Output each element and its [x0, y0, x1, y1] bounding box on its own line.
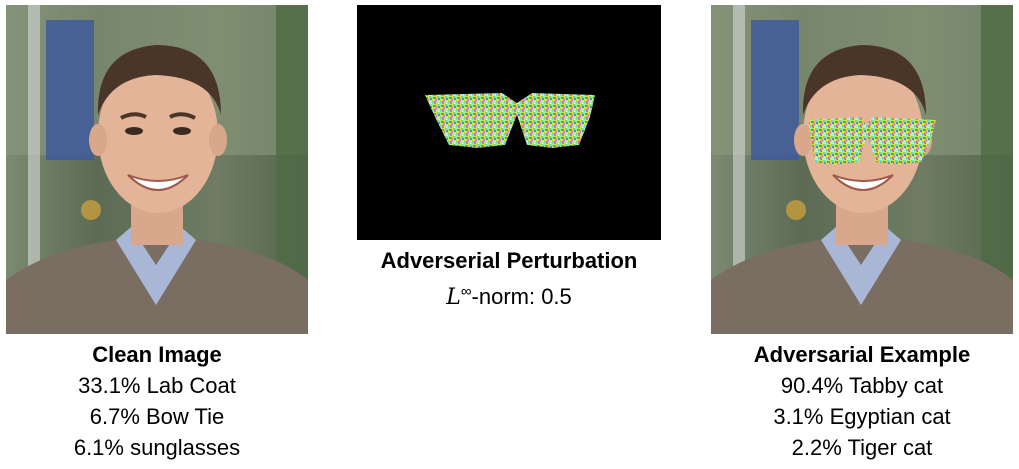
- adversarial-prediction-1: 90.4% Tabby cat: [780, 373, 944, 398]
- clean-title: Clean Image: [92, 342, 222, 367]
- clean-image: [6, 5, 308, 334]
- perturbation-caption: Adverserial Perturbation L∞-norm: 0.5: [340, 246, 678, 313]
- adversarial-title: Adversarial Example: [753, 342, 971, 367]
- perturbation-title: Adverserial Perturbation: [380, 248, 638, 273]
- perturbation-image: [357, 5, 661, 240]
- perturbation-norm: L∞-norm: 0.5: [340, 276, 678, 313]
- clean-prediction-3: 6.1% sunglasses: [73, 435, 241, 460]
- adversarial-image: [711, 5, 1013, 334]
- clean-caption: Clean Image 33.1% Lab Coat 6.7% Bow Tie …: [6, 340, 308, 463]
- adversarial-prediction-2: 3.1% Egyptian cat: [773, 404, 951, 429]
- clean-prediction-1: 33.1% Lab Coat: [78, 373, 236, 398]
- clean-prediction-2: 6.7% Bow Tie: [89, 404, 225, 429]
- adversarial-caption: Adversarial Example 90.4% Tabby cat 3.1%…: [711, 340, 1013, 463]
- norm-value: -norm: 0.5: [471, 284, 572, 309]
- norm-symbol: L: [446, 285, 461, 310]
- adversarial-prediction-3: 2.2% Tiger cat: [791, 435, 933, 460]
- norm-exponent: ∞: [460, 283, 472, 300]
